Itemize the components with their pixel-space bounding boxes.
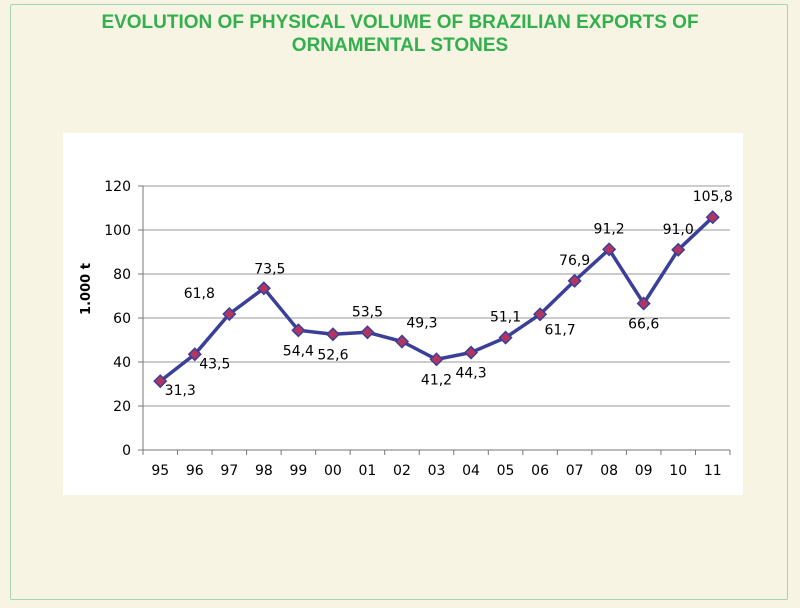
x-tick-label: 02 — [393, 463, 411, 479]
data-label: 105,8 — [693, 189, 733, 205]
data-label: 43,5 — [199, 356, 230, 372]
data-point-marker — [671, 242, 686, 257]
data-point-marker — [636, 296, 651, 311]
data-point-marker — [463, 345, 479, 360]
y-axis-label: 1.000 t — [79, 263, 94, 315]
data-point-marker — [602, 242, 617, 257]
data-point-marker — [705, 210, 720, 225]
data-labels: 31,343,5 61,8 73,5 54,4 52,6 53,5 49,3 41,2 44,3… — [165, 189, 733, 399]
x-tick-labels: 95 96 97 98 99 00 01 02 03 04 05 06 07 08 09 10 11 — [151, 463, 721, 479]
data-label: 91,0 — [663, 222, 694, 238]
y-tick-label: 100 — [104, 223, 131, 239]
chart-title-line-2: ORNAMENTAL STONES — [291, 35, 509, 56]
x-tick-label: 09 — [635, 463, 653, 479]
x-tick-label: 11 — [704, 463, 722, 479]
chart-frame — [10, 4, 788, 600]
axes — [142, 186, 731, 455]
y-tick-label: 40 — [113, 355, 131, 371]
y-tick-label: 60 — [113, 311, 131, 327]
data-label: 66,6 — [628, 316, 659, 332]
x-tick-label: 10 — [669, 463, 687, 479]
data-point-marker — [429, 352, 444, 367]
chart-title-line-1: EVOLUTION OF PHYSICAL VOLUME OF BRAZILIA… — [101, 12, 699, 33]
data-label: 44,3 — [455, 366, 486, 382]
data-label: 49,3 — [406, 316, 437, 332]
line-chart: 0 20 40 60 80 100 120 95 96 97 98 99 00 01 02 03 04 05 06… — [79, 179, 733, 479]
x-tick-label: 96 — [186, 463, 204, 479]
x-tick-label: 07 — [566, 463, 584, 479]
data-point-marker — [256, 281, 271, 296]
data-label: 54,4 — [283, 343, 314, 359]
data-label: 52,6 — [317, 347, 348, 363]
data-label: 91,2 — [594, 221, 625, 237]
data-label: 31,3 — [165, 383, 196, 399]
x-tick-label: 01 — [359, 463, 377, 479]
data-point-marker — [533, 307, 548, 322]
data-point-marker — [567, 273, 582, 288]
x-tick-label: 99 — [289, 463, 307, 479]
y-tick-label: 20 — [113, 399, 131, 415]
y-tick-label: 120 — [104, 179, 131, 195]
data-point-marker — [222, 306, 237, 322]
data-point-marker — [394, 334, 410, 349]
y-tick-label: 80 — [113, 267, 131, 283]
data-point-marker — [498, 330, 513, 345]
x-tick-label: 03 — [428, 463, 446, 479]
data-label: 73,5 — [254, 261, 285, 277]
y-tick-label: 0 — [122, 443, 131, 459]
x-tick-label: 05 — [497, 463, 515, 479]
x-tick-label: 00 — [324, 463, 342, 479]
data-point-marker — [325, 327, 340, 342]
x-tick-label: 98 — [255, 463, 273, 479]
data-point-marker — [187, 347, 202, 362]
x-tick-label: 06 — [531, 463, 549, 479]
data-point-marker — [291, 323, 306, 338]
data-label: 41,2 — [421, 372, 452, 388]
chart-area: 0 20 40 60 80 100 120 95 96 97 98 99 00 01 02 03 04 05 06… — [63, 133, 743, 495]
x-tick-label: 08 — [600, 463, 618, 479]
data-label: 51,1 — [490, 310, 521, 326]
x-tick-label: 97 — [220, 463, 238, 479]
data-label: 61,8 — [184, 286, 215, 302]
series-markers — [153, 210, 720, 389]
data-label: 53,5 — [352, 304, 383, 320]
data-point-marker — [153, 374, 168, 389]
gridlines — [138, 185, 730, 451]
x-tick-label: 95 — [151, 463, 169, 479]
data-label: 61,7 — [545, 322, 576, 338]
chart-title: EVOLUTION OF PHYSICAL VOLUME OF BRAZILIA… — [0, 11, 800, 57]
x-tick-label: 04 — [462, 463, 480, 479]
y-tick-labels: 0 20 40 60 80 100 120 — [104, 179, 131, 459]
data-label: 76,9 — [559, 253, 590, 269]
data-point-marker — [360, 325, 375, 340]
